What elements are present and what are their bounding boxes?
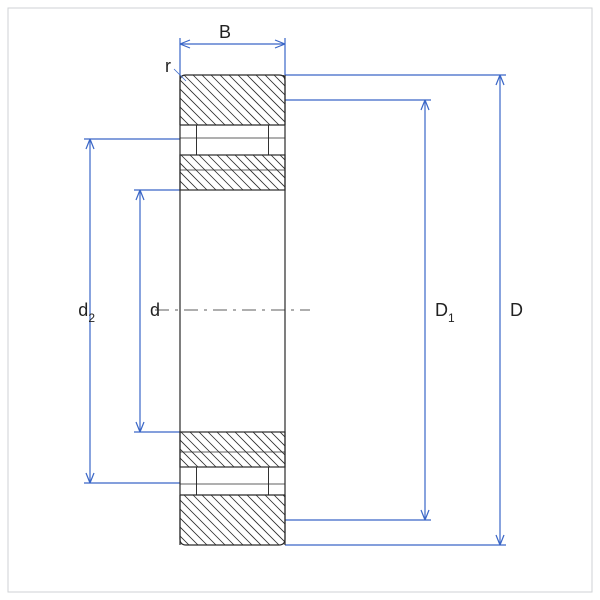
label-D1: D1	[435, 300, 455, 325]
bearing-cross-section-diagram: Br D D1 d d2	[0, 0, 600, 600]
extension-lines	[84, 38, 506, 545]
image-frame	[8, 8, 592, 592]
labels: Br D D1 d d2	[78, 22, 523, 325]
label-d: d	[150, 300, 160, 320]
label-d2: d2	[78, 300, 95, 325]
label-B: B	[219, 22, 231, 42]
bearing-part	[130, 75, 378, 545]
dimensions	[86, 40, 504, 545]
label-D: D	[510, 300, 523, 320]
label-r: r	[165, 56, 171, 76]
